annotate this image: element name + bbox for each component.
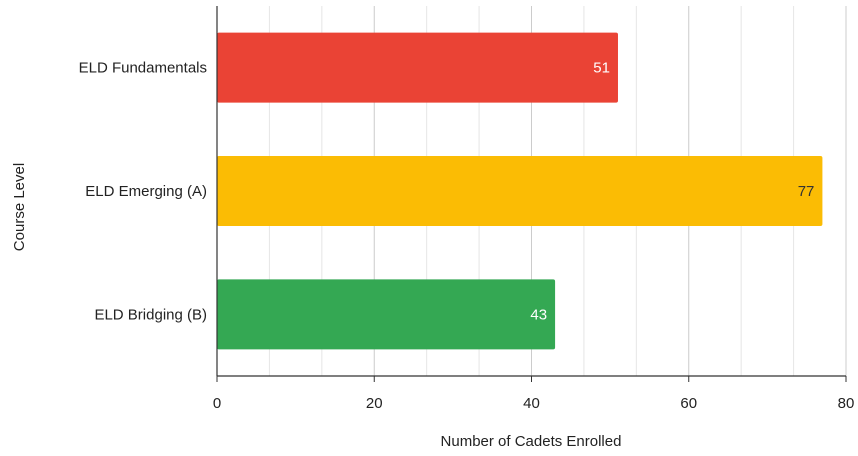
category-label: ELD Fundamentals (79, 60, 207, 77)
data-label: 51 (593, 60, 610, 77)
category-label: ELD Bridging (B) (94, 306, 207, 323)
data-label: 43 (530, 306, 547, 323)
x-tick-label: 20 (366, 395, 383, 412)
x-tick-label: 80 (838, 395, 855, 412)
bar (217, 279, 556, 350)
bar (217, 32, 618, 103)
x-tick-label: 40 (523, 395, 540, 412)
bars: 51 77 43 (217, 32, 823, 350)
x-axis-title: Number of Cadets Enrolled (441, 433, 622, 450)
category-labels: ELD Fundamentals ELD Emerging (A) ELD Brid… (79, 60, 207, 324)
x-tick-label: 60 (680, 395, 697, 412)
x-tick-label: 0 (213, 395, 221, 412)
category-label: ELD Emerging (A) (85, 183, 207, 200)
data-label: 77 (798, 183, 815, 200)
bar (217, 156, 823, 226)
y-axis-title: Course Level (11, 163, 28, 251)
x-axis-ticks: 0 20 40 60 80 (213, 376, 855, 412)
